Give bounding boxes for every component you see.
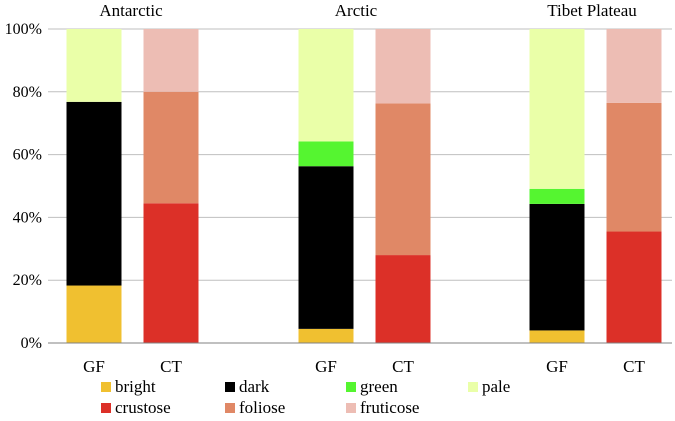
bar-segment-fruticose [375, 29, 431, 104]
legend-swatch-green [346, 382, 356, 392]
legend-swatch-bright [101, 382, 111, 392]
bar-segment-crustose [375, 255, 431, 343]
y-tick-label: 80% [13, 84, 42, 101]
bar-segment-fruticose [606, 29, 662, 103]
bar-segment-green [298, 141, 354, 167]
bar-segment-pale [529, 29, 585, 189]
bar-segment-dark [66, 101, 122, 286]
bar-segment-bright [66, 285, 122, 343]
legend-label-green: green [360, 377, 398, 396]
y-tick-label: 20% [13, 272, 42, 289]
category-label: GF [546, 357, 568, 376]
legend-label-pale: pale [482, 377, 510, 396]
legend-swatch-pale [468, 382, 478, 392]
bar-segment-crustose [606, 231, 662, 343]
legend-label-fruticose: fruticose [360, 398, 419, 417]
bar-segment-foliose [143, 91, 199, 204]
legend-label-dark: dark [239, 377, 270, 396]
legend-swatch-fruticose [346, 403, 356, 413]
legend-swatch-dark [225, 382, 235, 392]
y-tick-label: 0% [21, 335, 42, 352]
legend-swatch-crustose [101, 403, 111, 413]
category-label: GF [83, 357, 105, 376]
category-label: GF [315, 357, 337, 376]
panel-title: Antarctic [99, 1, 163, 20]
bar-segment-bright [529, 330, 585, 343]
legend-label-bright: bright [115, 377, 156, 396]
bar-segment-fruticose [143, 29, 199, 92]
y-tick-label: 60% [13, 147, 42, 164]
category-label: CT [392, 357, 414, 376]
legend-label-foliose: foliose [239, 398, 285, 417]
bar-segment-bright [298, 328, 354, 343]
bar-segment-dark [529, 203, 585, 331]
bar-segment-pale [298, 29, 354, 142]
bar-segment-foliose [375, 103, 431, 256]
bar-segment-dark [298, 166, 354, 329]
panel-title: Tibet Plateau [547, 1, 637, 20]
bar-segment-pale [66, 29, 122, 102]
y-tick-label: 100% [5, 21, 42, 38]
legend-label-crustose: crustose [115, 398, 171, 417]
category-label: CT [623, 357, 645, 376]
bar-segment-crustose [143, 203, 199, 343]
legend-swatch-foliose [225, 403, 235, 413]
bar-segment-foliose [606, 102, 662, 232]
panel-title: Arctic [335, 1, 378, 20]
bar-segment-green [529, 188, 585, 204]
y-tick-label: 40% [13, 209, 42, 226]
category-label: CT [160, 357, 182, 376]
